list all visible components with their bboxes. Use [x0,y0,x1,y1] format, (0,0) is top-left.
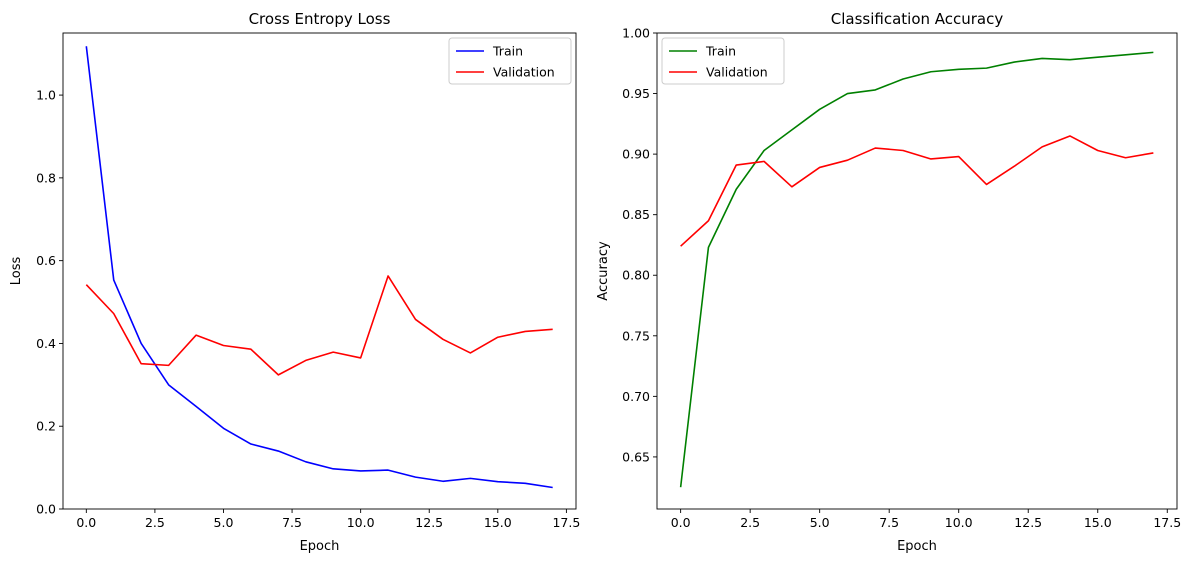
accuracy-x-tick-label: 5.0 [810,515,830,530]
accuracy-x-tick-label: 17.5 [1153,515,1181,530]
loss-y-tick-label: 0.8 [36,170,56,185]
accuracy-x-tick-label: 10.0 [945,515,973,530]
accuracy-plot-frame [656,32,1178,510]
accuracy-y-tick-label: 0.85 [622,207,650,222]
loss-chart-title: Cross Entropy Loss [249,10,391,28]
loss-plot-frame [62,32,577,510]
accuracy-x-tick-label: 12.5 [1014,515,1042,530]
accuracy-x-axis-label: Epoch [897,539,937,554]
loss-x-tick-label: 2.5 [145,515,165,530]
loss-chart: Cross Entropy Loss 0.0 2.5 5.0 7.5 10.0 12.5 15… [9,10,580,554]
loss-x-axis-label: Epoch [300,539,340,554]
loss-x-tick-label: 15.0 [484,515,512,530]
accuracy-chart: Classification Accuracy 0.0 2.5 5.0 7.5 10.0 1… [596,10,1181,554]
accuracy-y-tick-label: 0.65 [622,449,650,464]
loss-x-tick-label: 7.5 [282,515,302,530]
accuracy-y-axis-label: Accuracy [596,241,611,301]
accuracy-legend-train-label: Train [705,44,736,59]
loss-legend-validation-label: Validation [493,65,555,80]
loss-y-tick-label: 0.4 [36,336,56,351]
accuracy-x-tick-label: 2.5 [740,515,760,530]
loss-y-tick-label: 0.6 [36,253,56,268]
loss-legend: Train Validation [448,37,572,85]
accuracy-y-tick-label: 0.90 [622,147,650,162]
loss-y-axis-label: Loss [9,257,24,286]
loss-x-tick-label: 0.0 [76,515,96,530]
accuracy-chart-title: Classification Accuracy [831,10,1004,28]
loss-validation-line [85,275,553,376]
accuracy-y-tick-label: 0.70 [622,389,650,404]
loss-legend-train-label: Train [492,44,523,59]
accuracy-y-tick-label: 0.95 [622,86,650,101]
loss-x-tick-label: 10.0 [347,515,375,530]
accuracy-legend: Train Validation [661,37,785,85]
loss-series-lines [85,46,553,489]
accuracy-validation-line [680,135,1154,247]
accuracy-x-tick-label: 7.5 [879,515,899,530]
loss-y-tick-label: 0.2 [36,419,56,434]
loss-train-line [85,46,553,489]
loss-y-tick-label: 0.0 [36,502,56,517]
accuracy-y-tick-label: 0.80 [622,268,650,283]
accuracy-series-lines [679,51,1154,488]
loss-y-tick-label: 1.0 [36,88,56,103]
accuracy-y-tick-label: 0.75 [622,328,650,343]
accuracy-train-line [679,51,1154,488]
loss-x-tick-label: 12.5 [415,515,443,530]
accuracy-x-tick-label: 0.0 [671,515,691,530]
accuracy-legend-validation-label: Validation [706,65,768,80]
loss-x-tick-label: 5.0 [214,515,234,530]
accuracy-y-tick-label: 1.00 [622,26,650,41]
loss-x-tick-label: 17.5 [552,515,580,530]
accuracy-x-tick-label: 15.0 [1084,515,1112,530]
